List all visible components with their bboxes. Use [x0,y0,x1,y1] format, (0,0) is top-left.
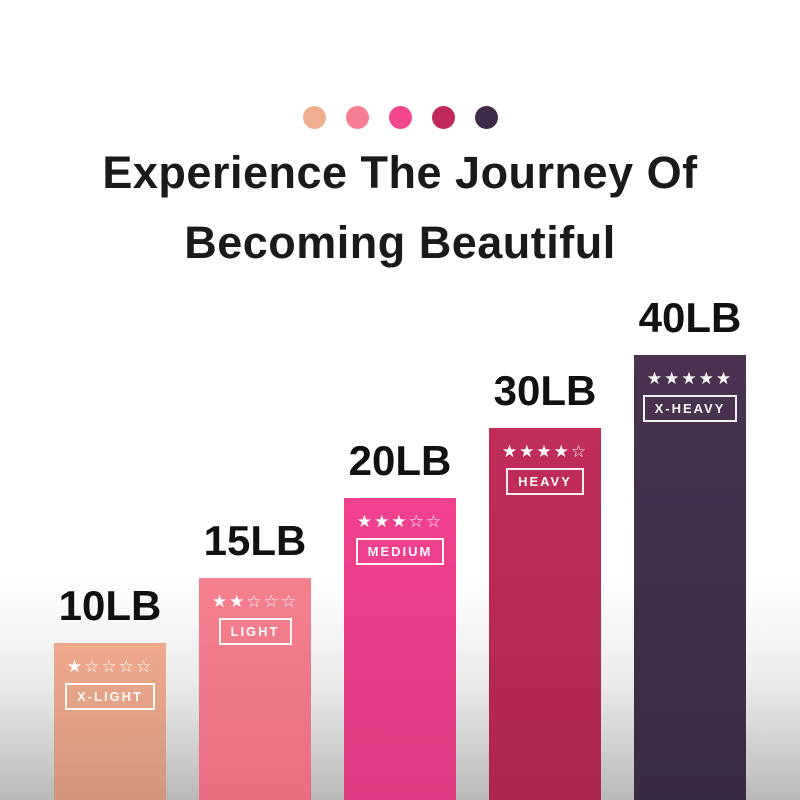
bar-chart: 10LB ★☆☆☆☆ X-LIGHT 15LB ★★☆☆☆ LIGHT 20LB… [0,297,800,800]
star-rating-icon: ★★★★☆ [501,442,589,461]
bar-value-label: 30LB [493,367,597,414]
bar-column: 30LB ★★★★☆ HEAVY [489,370,601,800]
bar: ★★☆☆☆ LIGHT [199,578,311,800]
color-dot-icon [431,106,455,129]
title-line-2: Becoming Beautiful [184,217,616,268]
bar-tier-label: X-LIGHT [65,683,155,710]
bar-value-label: 20LB [348,437,452,484]
color-dot-icon [302,106,326,129]
bar-column: 20LB ★★★☆☆ MEDIUM [344,440,456,800]
bar-tier-label: X-HEAVY [642,395,738,422]
bar-column: 10LB ★☆☆☆☆ X-LIGHT [54,585,166,800]
color-dot-icon [474,106,498,129]
bar-tier-label: HEAVY [506,468,584,495]
color-dot-icon [345,106,369,129]
bar-tier-label: MEDIUM [355,538,445,565]
star-rating-icon: ★★☆☆☆ [211,592,299,611]
bar-column: 15LB ★★☆☆☆ LIGHT [199,520,311,800]
color-dot-icon [388,106,412,129]
bar: ★★★☆☆ MEDIUM [344,498,456,800]
page-title: Experience The Journey Of Becoming Beaut… [0,138,800,278]
star-rating-icon: ★★★☆☆ [356,512,444,531]
bar: ★★★★☆ HEAVY [489,428,601,800]
bar: ★★★★★ X-HEAVY [634,355,746,800]
bar-column: 40LB ★★★★★ X-HEAVY [634,297,746,800]
bar-tier-label: LIGHT [218,618,292,645]
bar-value-label: 40LB [638,294,742,341]
title-line-1: Experience The Journey Of [102,147,698,198]
color-dots [0,106,800,129]
bar: ★☆☆☆☆ X-LIGHT [54,643,166,800]
bar-value-label: 15LB [203,517,307,564]
bar-value-label: 10LB [58,582,162,629]
star-rating-icon: ★☆☆☆☆ [66,657,154,676]
star-rating-icon: ★★★★★ [646,369,734,388]
